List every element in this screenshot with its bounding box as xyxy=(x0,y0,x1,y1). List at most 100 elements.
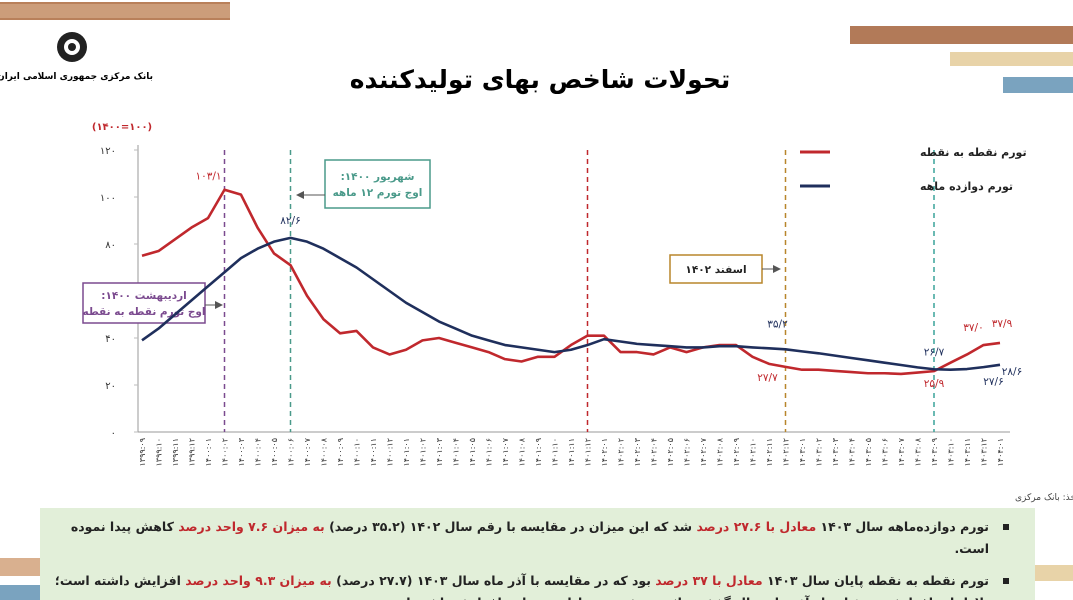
x-tick-label: ۱۴۰۳:۰۶ xyxy=(881,438,890,466)
logo xyxy=(68,43,76,51)
annotation-box xyxy=(82,282,206,324)
x-tick-label: ۱۴۰۳:۰۱ xyxy=(798,438,807,466)
source: مأخذ: بانک مرکزی xyxy=(1015,490,1073,503)
x-tick-label: ۱۴۰۰:۰۲ xyxy=(221,438,230,466)
y-tick-label: ۱۰۰ xyxy=(100,193,116,204)
annotation-text: اردیبهشت ۱۴۰۰: xyxy=(101,290,187,302)
x-tick-label: ۱۴۰۴:۰۱ xyxy=(996,438,1005,466)
note-text: بود که در مقایسه با آذر ماه سال ۱۴۰۳ (۲۷… xyxy=(331,573,656,588)
y-tick-label: ۸۰ xyxy=(105,240,116,251)
x-tick-label: ۱۴۰۲:۱۰ xyxy=(749,438,758,466)
x-tick-label: ۱۴۰۰:۰۴ xyxy=(254,438,263,466)
annotation-text: اسفند ۱۴۰۲ xyxy=(685,264,746,276)
note-emphasis: به میزان ۹.۳ واحد درصد xyxy=(185,573,332,588)
x-tick-label: ۱۴۰۲:۰۵ xyxy=(666,438,675,466)
note-text: افزایش داشته است؛ تلاطمات افزایشی نرخ ار… xyxy=(54,573,989,600)
x-tick-label: ۱۴۰۳:۱۲ xyxy=(980,438,989,466)
x-tick-label: ۱۴۰۳:۰۸ xyxy=(914,437,923,466)
decor-strip xyxy=(0,558,40,576)
legend-label: تورم دوازده ماهه xyxy=(920,180,1013,193)
x-tick-label: ۱۴۰۲:۰۸ xyxy=(716,437,725,466)
data-label: ۲۷/۷ xyxy=(757,372,778,384)
data-label: ۲۷/۶ xyxy=(983,376,1003,388)
x-tick-label: ۱۳۹۹:۰۹ xyxy=(138,438,147,466)
note-text: تورم نقطه به نقطه پایان سال ۱۴۰۳ xyxy=(762,573,989,588)
x-tick-label: ۱۴۰۲:۰۱ xyxy=(600,438,609,466)
note: تورم دوازده‌ماهه سال ۱۴۰۳ معادل با ۲۷.۶ … xyxy=(54,516,1011,560)
organization: بانک مرکزی جمهوری اسلامی ایران xyxy=(0,72,153,82)
x-tick-label: ۱۴۰۱:۰۶ xyxy=(485,438,494,466)
x-tick-label: ۱۴۰۰:۱۰ xyxy=(353,438,362,466)
data-label: ۳۷/۰ xyxy=(963,322,983,334)
data-label: ۱۰۳/۱ xyxy=(195,171,221,183)
data-label: ۸۲/۶ xyxy=(280,215,300,227)
slide-title: تحولات شاخص بهای تولیدکننده xyxy=(350,65,730,95)
data-label: ۲۶/۷ xyxy=(924,346,945,358)
x-tick-label: ۱۴۰۱:۰۳ xyxy=(435,437,444,466)
x-tick-label: ۱۴۰۰:۰۹ xyxy=(336,438,345,466)
data-label: ۲۸/۶ xyxy=(1002,366,1022,378)
x-tick-label: ۱۴۰۱:۱۱ xyxy=(567,438,576,466)
note: تورم نقطه به نقطه پایان سال ۱۴۰۳ معادل ب… xyxy=(54,570,1011,600)
x-tick-label: ۱۳۹۹:۱۰ xyxy=(155,438,164,466)
x-tick-label: ۱۴۰۲:۰۶ xyxy=(683,438,692,466)
x-tick-label: ۱۴۰۳:۰۲ xyxy=(815,438,824,466)
x-tick-label: ۱۴۰۲:۰۹ xyxy=(732,438,741,466)
note-text: شد که این میزان در مقایسه با رقم سال ۱۴۰… xyxy=(324,519,697,534)
y-tick-label: ۴۰ xyxy=(105,334,116,345)
x-tick-label: ۱۴۰۱:۱۰ xyxy=(551,438,560,466)
y-tick-label: ۲۰ xyxy=(105,381,116,392)
x-tick-label: ۱۴۰۲:۰۳ xyxy=(633,437,642,466)
x-tick-label: ۱۴۰۱:۰۹ xyxy=(534,438,543,466)
data-label: ۲۵/۹ xyxy=(924,378,945,390)
x-tick-label: ۱۴۰۱:۰۷ xyxy=(501,437,510,466)
annotation-text: اوج تورم ۱۲ ماهه xyxy=(333,187,423,199)
x-tick-label: ۱۴۰۲:۰۷ xyxy=(699,437,708,466)
x-tick-label: ۱۴۰۱:۰۵ xyxy=(468,438,477,466)
x-tick-label: ۱۴۰۳:۱۱ xyxy=(963,438,972,466)
annotation-text: شهریور ۱۴۰۰: xyxy=(341,171,415,183)
x-tick-label: ۱۳۹۹:۱۱ xyxy=(171,438,180,466)
data-label: ۳۵/۲ xyxy=(767,318,788,330)
x-tick-label: ۱۴۰۳:۰۴ xyxy=(848,438,857,466)
series-line xyxy=(141,188,1001,376)
annotation-text: اوج تورم نقطه به نقطه xyxy=(82,306,205,318)
decor-strip xyxy=(850,26,1073,44)
x-tick-label: ۱۴۰۳:۰۵ xyxy=(864,438,873,466)
x-tick-label: ۱۴۰۱:۰۱ xyxy=(402,438,411,466)
decor-strip xyxy=(1003,77,1073,93)
x-tick-label: ۱۴۰۱:۰۲ xyxy=(419,438,428,466)
x-tick-label: ۱۴۰۰:۰۵ xyxy=(270,438,279,466)
x-tick-label: ۱۴۰۳:۰۷ xyxy=(897,437,906,466)
x-tick-label: ۱۳۹۹:۱۲ xyxy=(188,438,197,466)
x-tick-label: ۱۴۰۳:۰۳ xyxy=(831,437,840,466)
x-tick-label: ۱۴۰۲:۰۲ xyxy=(617,438,626,466)
x-tick-label: ۱۴۰۰:۰۸ xyxy=(320,437,329,466)
plot: ۰۲۰۴۰۶۰۸۰۱۰۰۱۲۰۱۳۹۹:۰۹۱۳۹۹:۱۰۱۳۹۹:۱۱۱۳۹۹… xyxy=(82,145,1027,466)
x-tick-label: ۱۴۰۱:۰۴ xyxy=(452,438,461,466)
x-tick-label: ۱۴۰۰:۱۲ xyxy=(386,438,395,466)
decor-strip xyxy=(950,52,1073,66)
x-tick-label: ۱۴۰۰:۰۳ xyxy=(237,437,246,466)
decor-strip xyxy=(0,585,40,600)
decor-strip xyxy=(0,4,230,18)
x-tick-label: ۱۴۰۰:۰۱ xyxy=(204,438,213,466)
y-tick-label: ۱۲۰ xyxy=(100,146,116,157)
x-tick-label: ۱۴۰۰:۰۷ xyxy=(303,437,312,466)
y-unit-label: (۱۴۰۰=۱۰۰) xyxy=(92,122,152,133)
note-emphasis: معادل با ۲۷.۶ درصد xyxy=(696,519,817,534)
notes: تورم دوازده‌ماهه سال ۱۴۰۳ معادل با ۲۷.۶ … xyxy=(40,508,1035,600)
note-emphasis: به میزان ۷.۶ واحد درصد xyxy=(178,519,325,534)
y-tick-label: ۰ xyxy=(111,428,116,439)
x-tick-label: ۱۴۰۲:۱۱ xyxy=(765,438,774,466)
x-tick-label: ۱۴۰۰:۱۱ xyxy=(369,438,378,466)
annotation-box xyxy=(324,159,431,209)
x-tick-label: ۱۴۰۳:۰۹ xyxy=(930,438,939,466)
note-text: کاهش پیدا نموده است. xyxy=(70,519,989,556)
series-line xyxy=(141,236,1001,372)
x-tick-label: ۱۴۰۳:۱۰ xyxy=(947,438,956,466)
note-text: تورم دوازده‌ماهه سال ۱۴۰۳ xyxy=(816,519,989,534)
data-label: ۳۷/۹ xyxy=(992,318,1013,330)
legend-label: تورم نقطه به نقطه xyxy=(920,146,1027,159)
